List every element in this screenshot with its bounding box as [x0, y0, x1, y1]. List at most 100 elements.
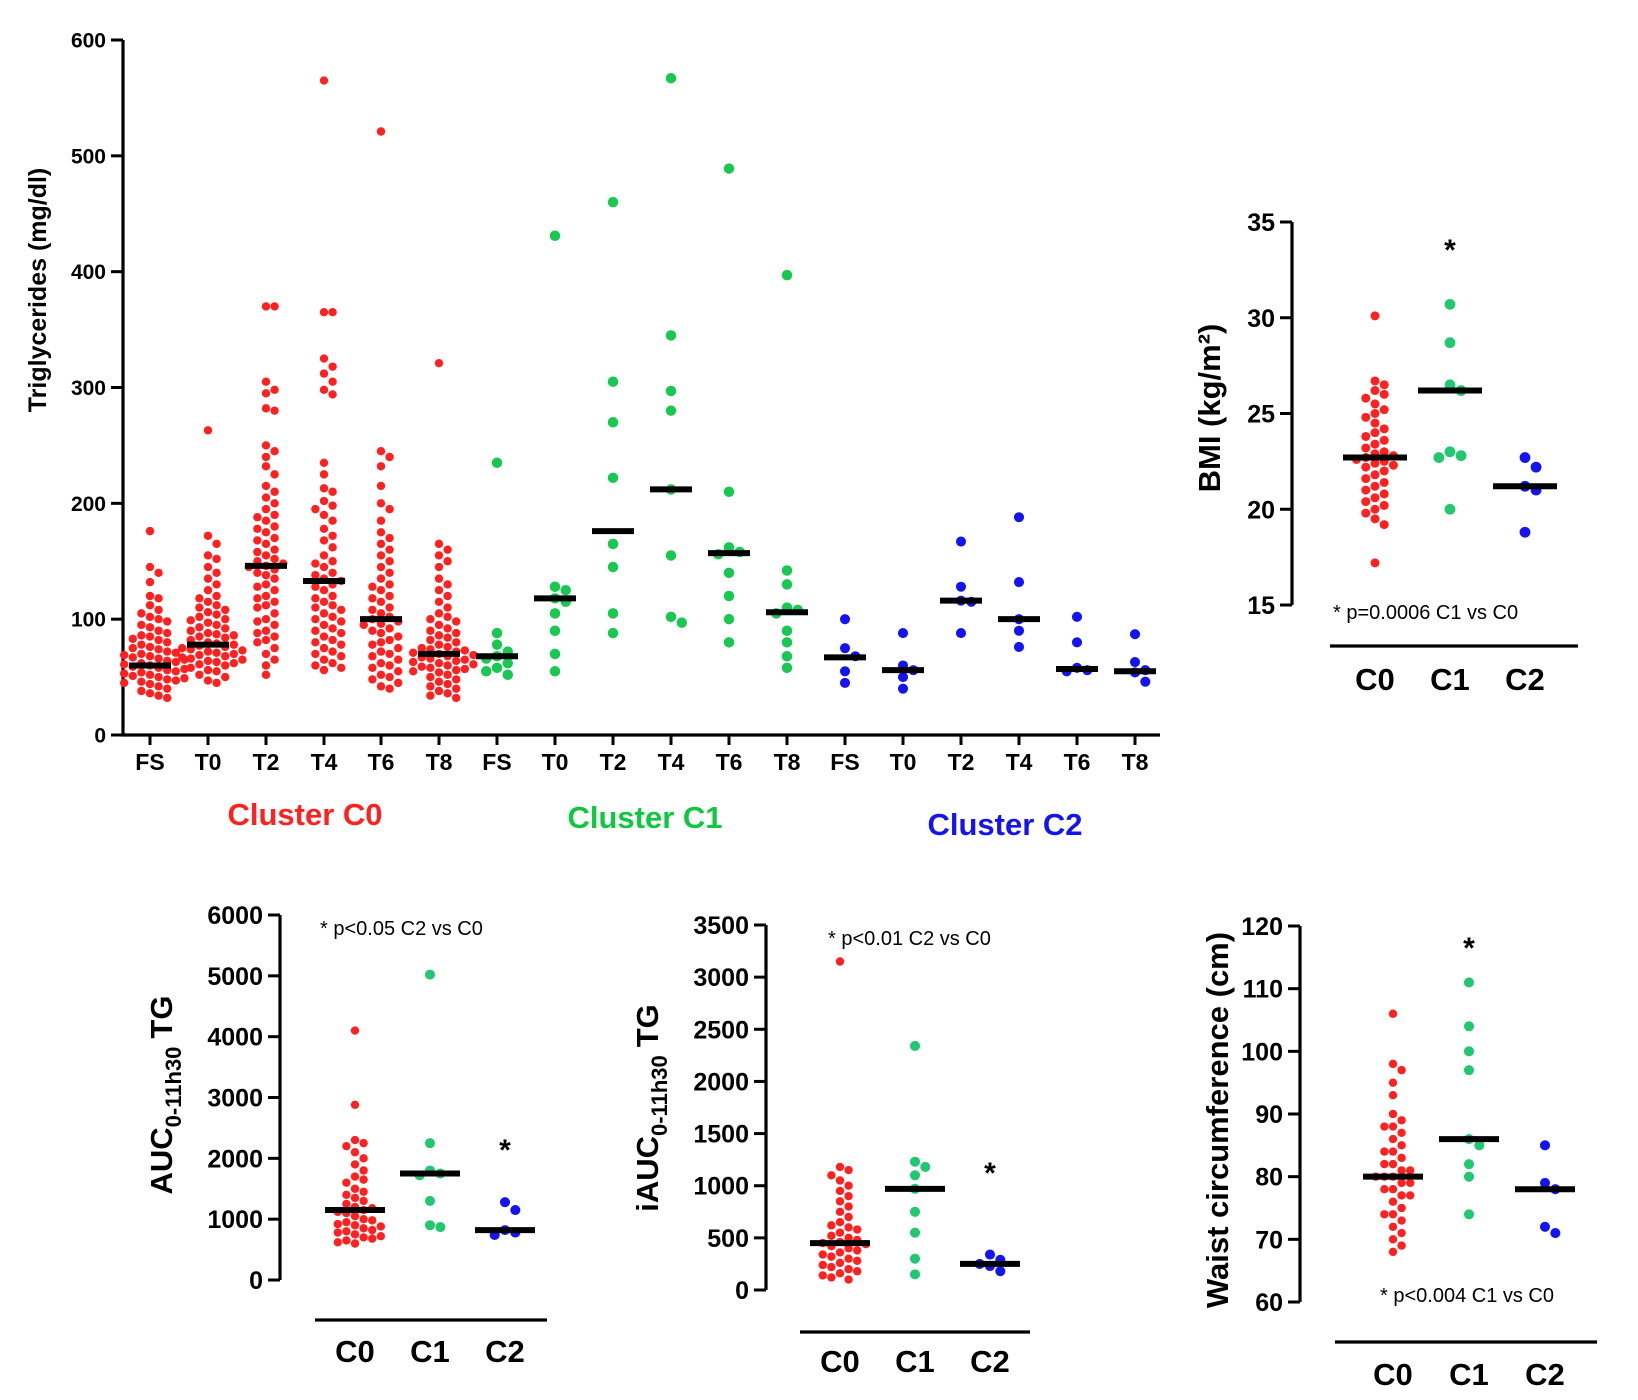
tg-point: [203, 647, 213, 656]
bmi-point: [1361, 485, 1371, 495]
auc-point: [350, 1135, 360, 1145]
tg-point: [443, 679, 452, 689]
tg-point: [195, 660, 204, 669]
tg-point: [311, 626, 320, 635]
tg-point: [337, 640, 346, 649]
tg-point: [171, 657, 181, 667]
tg-point: [394, 678, 403, 688]
tg-point: [253, 603, 262, 612]
tg-point: [607, 417, 619, 428]
tg-point: [376, 447, 386, 456]
tg-point: [238, 646, 247, 655]
iauc-point: [844, 1165, 853, 1175]
tg-point: [319, 458, 329, 467]
waist-point: [1539, 1140, 1551, 1151]
tg-point: [221, 624, 230, 633]
tg-point: [443, 557, 452, 566]
tg-point: [426, 635, 435, 645]
tg-xtick-label: T8: [426, 749, 453, 775]
tg-point: [434, 551, 444, 560]
bmi-point: [1370, 439, 1380, 449]
bmi-xtick-label: C0: [1355, 662, 1395, 697]
iauc-point: [818, 1271, 827, 1280]
iauc-point: [835, 1207, 845, 1216]
tg-point: [665, 385, 677, 397]
iauc-point: [909, 1170, 921, 1181]
tg-point: [452, 675, 461, 684]
tg-point: [319, 620, 329, 630]
tg-point: [607, 561, 619, 573]
cluster-c2-label: Cluster C2: [927, 807, 1082, 842]
iauc-point: [853, 1256, 862, 1266]
tg-xtick-label: FS: [482, 749, 511, 775]
tg-point: [408, 657, 418, 667]
tg-point: [145, 652, 155, 661]
waist-ytick-label: 120: [1241, 913, 1283, 941]
tg-point: [270, 574, 279, 583]
tg-point: [261, 481, 271, 491]
iauc-point: [818, 1260, 827, 1270]
iauc-point: [844, 1223, 853, 1232]
tg-point: [1129, 629, 1141, 640]
tg-point: [311, 603, 320, 612]
tg-point: [376, 551, 386, 560]
auc-point: [376, 1232, 386, 1241]
tg-point: [328, 516, 337, 525]
tg-point: [607, 608, 619, 619]
tg-point: [1013, 625, 1025, 636]
tg-xtick-label: T2: [600, 749, 627, 775]
waist-point: [1388, 1235, 1398, 1244]
tg-point: [212, 539, 221, 549]
tg-point: [145, 632, 155, 641]
tg-point: [385, 672, 394, 682]
iauc-point: [844, 1181, 853, 1190]
tg-point: [186, 654, 195, 663]
waist-point: [1388, 1210, 1398, 1219]
tg-point: [128, 671, 137, 681]
waist-point: [1550, 1228, 1561, 1239]
bmi-point: [1444, 446, 1456, 458]
iauc-annotation: * p<0.01 C2 vs C0: [828, 928, 991, 950]
tg-point: [319, 609, 329, 618]
waist-point: [1380, 1210, 1389, 1219]
tg-point: [385, 557, 394, 566]
tg-point: [270, 470, 279, 479]
auc-point: [350, 1026, 360, 1035]
tg-point: [434, 620, 444, 630]
iauc-point: [920, 1161, 931, 1172]
waist-point: [1397, 1228, 1406, 1238]
iauc-point: [835, 1162, 845, 1172]
tg-point: [195, 632, 204, 641]
tg-point: [137, 631, 146, 640]
tg-point: [163, 693, 172, 703]
tg-point: [212, 667, 221, 676]
tg-point: [607, 538, 619, 550]
waist-point: [1463, 1209, 1475, 1220]
tg-point: [394, 632, 403, 641]
iauc-point: [835, 1218, 845, 1227]
tg-point: [212, 648, 221, 657]
iauc-point: [844, 1254, 853, 1263]
tg-point: [163, 647, 172, 656]
tg-point: [145, 601, 155, 610]
tg-point: [376, 516, 386, 525]
tg-point: [385, 545, 394, 554]
bmi-point: [1379, 489, 1389, 499]
iauc-point: [853, 1267, 862, 1276]
tg-point: [163, 617, 172, 626]
tg-point: [253, 628, 262, 638]
auc-xtick-label: C1: [410, 1334, 450, 1369]
bmi-annotation: * p=0.0006 C1 vs C0: [1333, 602, 1518, 624]
tg-point: [212, 657, 221, 667]
tg-point: [261, 570, 271, 580]
tg-point: [443, 642, 452, 652]
tg-point: [723, 637, 735, 648]
bmi-point: [1444, 337, 1456, 349]
auc-point: [368, 1216, 377, 1225]
bmi-ytick-label: 20: [1247, 496, 1275, 524]
tg-point: [319, 655, 329, 664]
auc-point: [424, 1138, 436, 1149]
tg-point: [376, 481, 386, 491]
tg-point: [549, 230, 561, 242]
auc-point: [359, 1214, 368, 1224]
